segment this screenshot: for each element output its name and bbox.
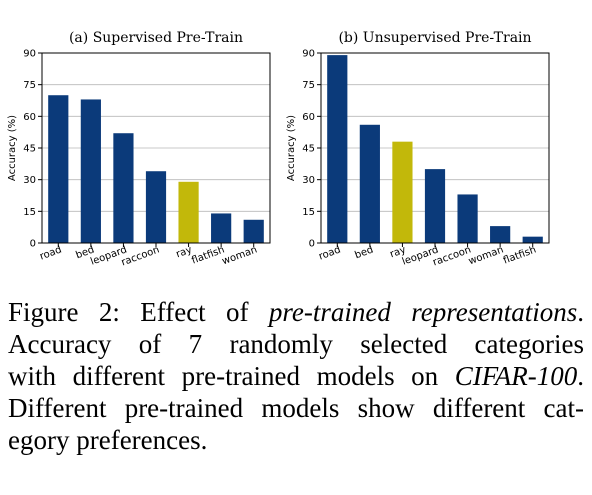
- bar-leopard: [113, 133, 134, 243]
- bar-road: [327, 55, 348, 243]
- bar-bed: [359, 124, 380, 243]
- chart-title: (b) Unsupervised Pre-Train: [338, 30, 531, 46]
- y-tick-label: 30: [23, 175, 36, 186]
- caption-dataset: CIFAR-100: [454, 361, 578, 391]
- figure: (a) Supervised Pre-Train 0 15 30 45 60 75 90 Acc…: [7, 30, 550, 268]
- caption-line-1: Figure 2: Effect of pre-trained represen…: [8, 296, 584, 328]
- chart-panel-a: (a) Supervised Pre-Train 0 15 30 45 60 75 90 Acc…: [7, 30, 271, 268]
- x-tick-label: bed: [353, 244, 374, 261]
- bar-woman: [243, 219, 264, 243]
- bar-flatfish: [211, 213, 232, 243]
- x-tick-label: road: [317, 244, 342, 262]
- y-tick-label: 90: [302, 49, 315, 60]
- plot-frame: [41, 52, 271, 244]
- chart-title: (a) Supervised Pre-Train: [69, 30, 243, 46]
- x-tick-label: raccoon: [120, 244, 161, 268]
- y-tick-label: 60: [23, 112, 36, 123]
- y-tick-label: 75: [302, 80, 315, 91]
- bar-leopard: [424, 169, 446, 243]
- plot-frame: [320, 52, 550, 244]
- x-tick-label: flatfish: [190, 244, 226, 266]
- bar-ray: [392, 141, 413, 243]
- caption-emphasis: pre-trained representations: [268, 297, 578, 327]
- chart-panel-b: (b) Unsupervised Pre-Train 0 15 30 45 60 75 90 A…: [286, 30, 550, 268]
- bar-ray: [178, 181, 199, 243]
- x-tick-label: woman: [467, 244, 505, 267]
- caption-period: .: [577, 297, 584, 327]
- caption-line-5: egory preferences.: [8, 425, 208, 455]
- x-tick-label: ray: [175, 244, 194, 260]
- y-tick-label: 30: [302, 175, 315, 186]
- caption-line-3-post: .: [577, 361, 584, 391]
- bar-bed: [80, 99, 101, 243]
- bar-woman: [490, 226, 511, 243]
- caption-line-2: Accuracy of 7 randomly selected categori…: [8, 329, 584, 359]
- bar-raccoon: [145, 171, 167, 243]
- x-tick-label: woman: [221, 244, 259, 267]
- y-tick-label: 0: [309, 239, 315, 250]
- x-tick-label: ray: [388, 244, 407, 260]
- x-tick-label: road: [38, 244, 63, 262]
- bar-flatfish: [522, 236, 543, 243]
- caption-line-3-pre: with different pre-trained models on: [8, 361, 455, 391]
- y-tick-label: 0: [30, 239, 36, 250]
- caption-line-4: Different pre-trained models show differ…: [8, 393, 584, 423]
- caption-label: Figure 2: Effect of: [8, 297, 269, 327]
- y-tick-label: 45: [302, 144, 315, 155]
- y-tick-label: 60: [302, 112, 315, 123]
- x-tick-label: flatfish: [502, 244, 538, 266]
- y-axis-label: Accuracy (%): [286, 115, 297, 181]
- caption-line-3: with different pre-trained models on CIF…: [8, 360, 584, 392]
- figure-caption: Figure 2: Effect of pre-trained represen…: [8, 296, 584, 456]
- y-tick-label: 15: [302, 207, 315, 218]
- y-tick-label: 90: [23, 49, 36, 60]
- y-tick-label: 45: [23, 144, 36, 155]
- y-axis-label: Accuracy (%): [7, 115, 18, 181]
- y-tick-label: 15: [23, 207, 36, 218]
- bar-road: [48, 95, 69, 243]
- y-tick-label: 75: [23, 80, 36, 91]
- bar-raccoon: [457, 194, 478, 243]
